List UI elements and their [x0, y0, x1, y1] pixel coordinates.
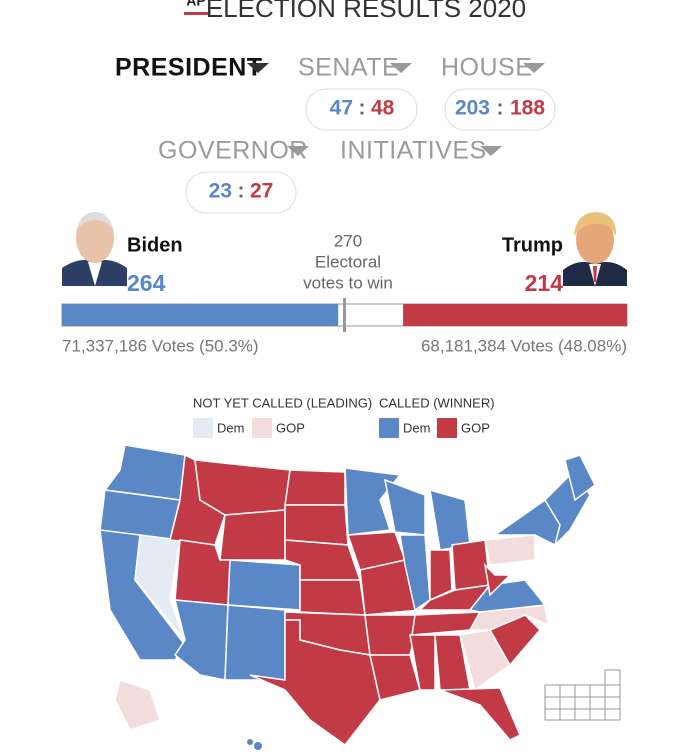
dropdown[interactable]	[523, 63, 545, 73]
dem-bar	[62, 304, 339, 326]
gop-count: 27	[250, 180, 273, 203]
biden-photo	[62, 212, 127, 286]
dem-count: 203	[455, 97, 490, 120]
legend-swatch	[437, 418, 457, 438]
legend-label: Dem	[217, 420, 244, 435]
us-map	[99, 444, 596, 750]
tab[interactable]: SENATE	[298, 54, 399, 82]
tab[interactable]: INITIATIVES	[340, 137, 487, 165]
dem-count: 47	[330, 97, 353, 120]
dem-electoral: 264	[127, 270, 166, 296]
gop-count: 188	[510, 97, 545, 120]
dropdown[interactable]	[480, 146, 502, 156]
threshold-label: votes to win	[303, 273, 393, 292]
electoral-bar	[62, 298, 627, 332]
separator: :	[359, 97, 366, 120]
pill	[185, 171, 297, 214]
dropdown[interactable]	[247, 63, 269, 73]
dem-votes: 71,337,186 Votes (50.3%)	[62, 336, 259, 355]
logo: AP	[186, 0, 205, 9]
tile-map-icon[interactable]	[544, 669, 621, 721]
dropdown[interactable]	[287, 146, 309, 156]
dem-name: Biden	[127, 234, 183, 256]
title: ELECTION RESULTS 2020	[206, 0, 526, 23]
dropdown[interactable]	[390, 63, 412, 73]
tab[interactable]: GOVERNOR	[158, 137, 308, 165]
gop-name: Trump	[502, 234, 563, 256]
pill	[305, 88, 418, 131]
threshold-marker	[343, 298, 346, 332]
tab[interactable]: PRESIDENT	[115, 54, 263, 82]
pill	[444, 88, 556, 131]
separator: :	[497, 97, 504, 120]
legend-swatch	[379, 418, 399, 438]
tab[interactable]: HOUSE	[441, 54, 532, 82]
logo-rule	[184, 12, 210, 15]
tabs: PRESIDENT SENATE HOUSE GOVERNOR INITIATI…	[115, 54, 556, 214]
legend-swatch	[193, 418, 213, 438]
gop-bar	[403, 304, 627, 326]
legend-label: GOP	[461, 420, 490, 435]
threshold-label: Electoral	[315, 252, 381, 271]
gop-votes: 68,181,384 Votes (48.08%)	[421, 336, 627, 355]
threshold: 270	[334, 231, 362, 250]
gop-electoral: 214	[525, 270, 564, 296]
legend-label: Dem	[403, 420, 430, 435]
legend-label: GOP	[276, 420, 305, 435]
legend-title: NOT YET CALLED (LEADING)	[193, 395, 372, 410]
gop-count: 48	[371, 97, 395, 120]
separator: :	[238, 180, 245, 203]
legend-swatch	[252, 418, 272, 438]
dem-count: 23	[209, 180, 232, 203]
trump-photo	[563, 212, 627, 286]
legend-title: CALLED (WINNER)	[379, 395, 495, 410]
legend: NOT YET CALLED (LEADING) Dem GOP CALLED …	[193, 395, 495, 438]
